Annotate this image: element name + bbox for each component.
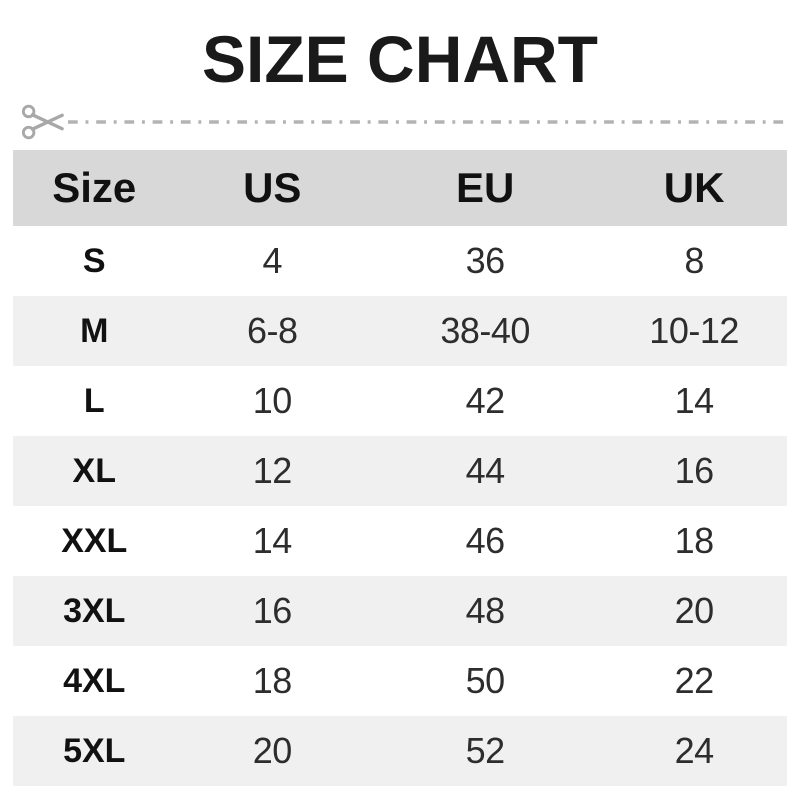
page-title: SIZE CHART: [202, 22, 598, 96]
eu-value: 38-40: [440, 310, 530, 351]
eu-value: 52: [465, 730, 506, 771]
size-label: XXL: [61, 521, 128, 560]
us-value: 12: [252, 450, 293, 491]
us-value: 18: [252, 660, 293, 701]
us-value: 4: [262, 240, 283, 281]
size-label: 3XL: [63, 591, 126, 630]
uk-value: 24: [674, 730, 715, 771]
uk-value: 10-12: [649, 310, 739, 351]
eu-value: 46: [465, 520, 506, 561]
us-value: 10: [252, 380, 293, 421]
column-header-uk: UK: [663, 164, 725, 211]
uk-value: 18: [674, 520, 715, 561]
column-header-eu: EU: [455, 164, 515, 211]
table-row-xl: XL 12 44 16: [13, 436, 787, 506]
table-row-m: M 6-8 38-40 10-12: [13, 296, 787, 366]
table-row-s: S 4 36 8: [13, 226, 787, 296]
column-header-us: US: [243, 164, 302, 211]
us-value: 16: [252, 590, 293, 631]
table-row-5xl: 5XL 20 52 24: [13, 716, 787, 786]
size-label: 4XL: [63, 661, 126, 700]
table-row-4xl: 4XL 18 50 22: [13, 646, 787, 716]
eu-value: 44: [465, 450, 506, 491]
size-label: L: [83, 381, 105, 420]
eu-value: 48: [465, 590, 506, 631]
column-header-size: Size: [52, 164, 137, 211]
uk-value: 8: [684, 240, 704, 281]
us-value: 6-8: [247, 310, 298, 351]
table-row-xxl: XXL 14 46 18: [13, 506, 787, 576]
us-value: 14: [252, 520, 293, 561]
eu-value: 36: [465, 240, 506, 281]
size-label: M: [80, 311, 109, 350]
uk-value: 16: [674, 450, 715, 491]
cut-line: [0, 100, 800, 144]
size-conversion-table: Size US EU UK S 4 36 8 M 6-8 38-40 10-12…: [13, 150, 787, 786]
uk-value: 20: [674, 590, 715, 631]
dash-dot-line: [68, 120, 788, 124]
scissors-icon: [21, 104, 64, 140]
table-header-row: Size US EU UK: [13, 150, 787, 226]
table-row-3xl: 3XL 16 48 20: [13, 576, 787, 646]
us-value: 20: [252, 730, 293, 771]
eu-value: 42: [465, 380, 506, 421]
uk-value: 22: [674, 660, 715, 701]
eu-value: 50: [465, 660, 506, 701]
size-label: S: [82, 241, 106, 280]
size-label: XL: [72, 451, 116, 490]
table-row-l: L 10 42 14: [13, 366, 787, 436]
size-label: 5XL: [63, 731, 126, 770]
uk-value: 14: [674, 380, 715, 421]
